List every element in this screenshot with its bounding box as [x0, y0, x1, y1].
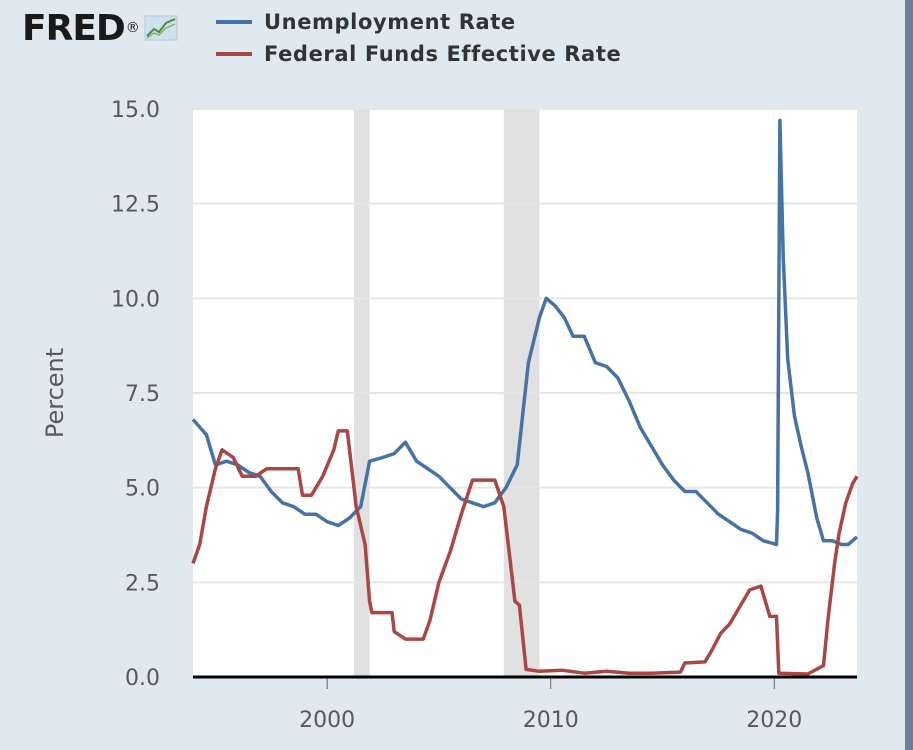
fred-logo: FRED ® [22, 7, 178, 49]
legend-swatch-fedfunds [216, 52, 252, 56]
legend-swatch-unemployment [216, 20, 252, 24]
series-line-federal-funds-rate [191, 429, 859, 676]
y-axis-title: Percent [41, 348, 69, 438]
series-line-unemployment-rate [191, 118, 859, 547]
y-tick-label: 10.0 [111, 287, 160, 312]
x-tick-label: 2010 [523, 708, 579, 733]
y-tick-label: 15.0 [111, 98, 160, 123]
logo-registered-mark: ® [125, 20, 140, 36]
y-tick-label: 7.5 [125, 382, 160, 407]
trend-line-icon [144, 15, 178, 41]
y-tick-label: 0.0 [125, 666, 160, 691]
legend-item-unemployment[interactable]: Unemployment Rate [216, 6, 621, 38]
y-tick-label: 5.0 [125, 477, 160, 502]
legend-label-unemployment: Unemployment Rate [264, 10, 516, 34]
y-tick-label: 12.5 [111, 193, 160, 218]
x-tick-label: 2000 [299, 708, 355, 733]
legend-item-fedfunds[interactable]: Federal Funds Effective Rate [216, 38, 621, 70]
logo-text: FRED [22, 7, 126, 49]
chart-legend: Unemployment Rate Federal Funds Effectiv… [216, 6, 621, 70]
window-edge [905, 0, 913, 750]
legend-label-fedfunds: Federal Funds Effective Rate [264, 42, 622, 66]
x-tick-label: 2020 [746, 708, 802, 733]
y-tick-label: 2.5 [125, 571, 160, 596]
